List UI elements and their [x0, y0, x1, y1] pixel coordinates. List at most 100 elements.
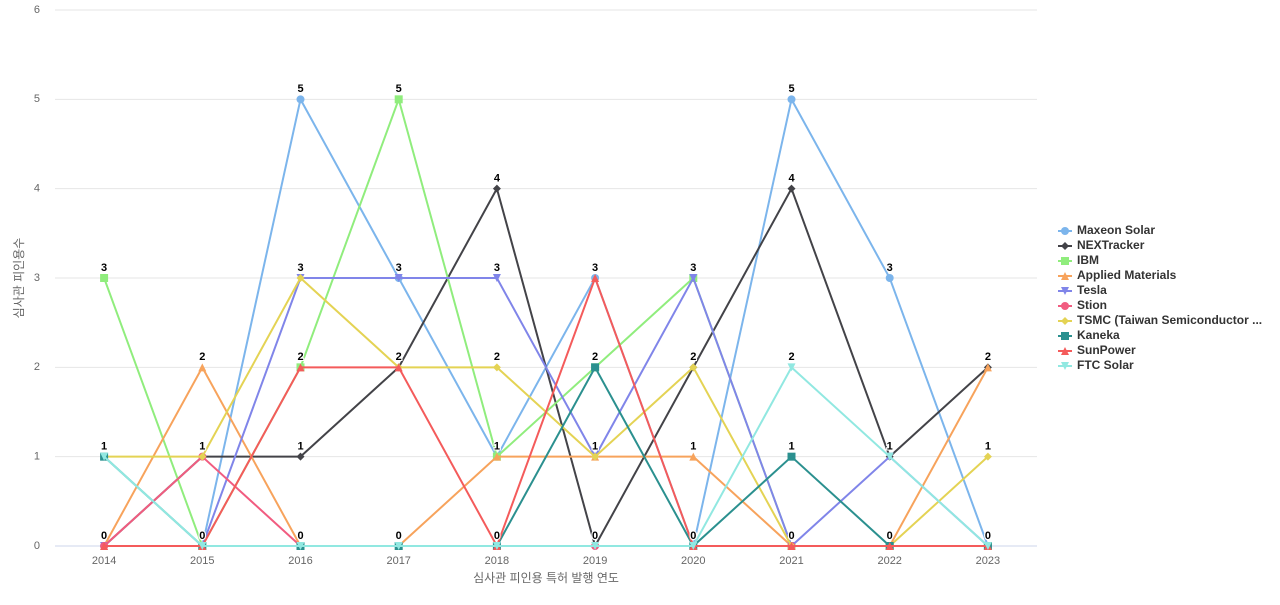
data-label: 0 [199, 530, 205, 542]
legend-label: Kaneka [1077, 328, 1120, 342]
legend-label: Stion [1077, 298, 1107, 312]
data-point [591, 452, 600, 461]
data-point [689, 274, 698, 282]
y-tick-label: 1 [34, 451, 40, 463]
data-point [394, 274, 403, 282]
legend-item[interactable]: NEXTracker [1058, 238, 1145, 252]
legend-item[interactable]: Tesla [1058, 283, 1107, 297]
data-label: 2 [297, 351, 303, 363]
data-point [394, 363, 403, 372]
data-point [492, 452, 501, 461]
legend-item[interactable]: SunPower [1058, 343, 1136, 357]
x-tick-label: 2019 [583, 555, 607, 567]
data-point [198, 542, 207, 550]
legend-symbol [1061, 257, 1069, 265]
data-label: 5 [297, 83, 303, 95]
data-label: 1 [101, 441, 107, 453]
data-label: 0 [101, 530, 107, 542]
data-point [492, 363, 501, 372]
data-label: 0 [101, 530, 107, 542]
legend-item[interactable]: IBM [1058, 253, 1099, 267]
data-label: 0 [887, 530, 893, 542]
legend-item[interactable]: Maxeon Solar [1058, 223, 1155, 237]
legend-symbol [1061, 227, 1069, 235]
x-tick-label: 2018 [485, 555, 509, 567]
x-tick-label: 2020 [681, 555, 705, 567]
data-label: 3 [396, 262, 402, 274]
series [100, 363, 992, 550]
data-label: 5 [788, 83, 794, 95]
data-label: 0 [199, 530, 205, 542]
series-line [104, 275, 988, 549]
legend-label: NEXTracker [1077, 238, 1145, 252]
data-label: 1 [887, 441, 893, 453]
y-tick-label: 2 [34, 361, 40, 373]
data-label: 1 [887, 441, 893, 453]
y-tick-label: 0 [34, 540, 40, 552]
data-point [492, 274, 501, 282]
data-label: 2 [297, 351, 303, 363]
data-label: 1 [788, 441, 794, 453]
data-label: 0 [788, 530, 794, 542]
data-label: 0 [199, 530, 205, 542]
data-label: 5 [396, 83, 402, 95]
data-point [100, 542, 109, 550]
series-line [104, 96, 989, 550]
data-point [983, 363, 992, 372]
legend-item[interactable]: Applied Materials [1058, 268, 1177, 282]
x-tick-label: 2016 [288, 555, 312, 567]
series-line [103, 455, 988, 547]
legend-item[interactable]: Kaneka [1058, 328, 1120, 342]
data-label: 1 [592, 441, 598, 453]
data-point [983, 542, 992, 550]
data-label: 0 [985, 530, 991, 542]
legend-symbol [1061, 332, 1069, 340]
y-tick-label: 3 [34, 272, 40, 284]
data-label: 1 [101, 441, 107, 453]
data-label: 2 [592, 351, 598, 363]
data-label: 0 [396, 530, 402, 542]
data-label: 0 [494, 530, 500, 542]
legend-symbol [1061, 242, 1069, 250]
data-label: 2 [985, 351, 991, 363]
series-line [103, 365, 989, 547]
data-point [100, 274, 109, 282]
y-tick-label: 6 [34, 4, 40, 16]
data-label: 0 [985, 530, 991, 542]
data-point [394, 542, 403, 550]
legend-item[interactable]: TSMC (Taiwan Semiconductor ... [1058, 313, 1262, 327]
data-label: 1 [592, 441, 598, 453]
legend-label: TSMC (Taiwan Semiconductor ... [1077, 313, 1262, 327]
series-line [103, 96, 988, 549]
data-label: 0 [494, 530, 500, 542]
data-label: 0 [985, 530, 991, 542]
data-point [296, 542, 305, 550]
legend-symbol [1061, 302, 1069, 310]
legend-item[interactable]: Stion [1058, 298, 1107, 312]
data-label: 0 [101, 530, 107, 542]
data-label: 0 [101, 530, 107, 542]
data-label: 4 [494, 173, 501, 185]
legend-item[interactable]: FTC Solar [1058, 358, 1134, 372]
data-point [198, 363, 207, 372]
data-label: 0 [592, 530, 598, 542]
series [100, 274, 992, 550]
data-label: 0 [985, 530, 991, 542]
data-label: 0 [887, 530, 893, 542]
data-label: 0 [788, 530, 794, 542]
data-point [885, 452, 894, 461]
data-point [591, 274, 600, 282]
data-label: 2 [396, 351, 402, 363]
data-label: 3 [887, 262, 893, 274]
data-label: 0 [985, 530, 991, 542]
data-label: 3 [297, 262, 303, 274]
data-label: 0 [788, 530, 794, 542]
data-label: 0 [199, 530, 205, 542]
data-label: 1 [199, 441, 205, 453]
data-point [885, 274, 894, 282]
data-label: 0 [494, 530, 500, 542]
data-point [296, 95, 305, 104]
x-tick-label: 2021 [779, 555, 803, 567]
data-label: 1 [887, 441, 893, 453]
data-point [100, 452, 109, 461]
